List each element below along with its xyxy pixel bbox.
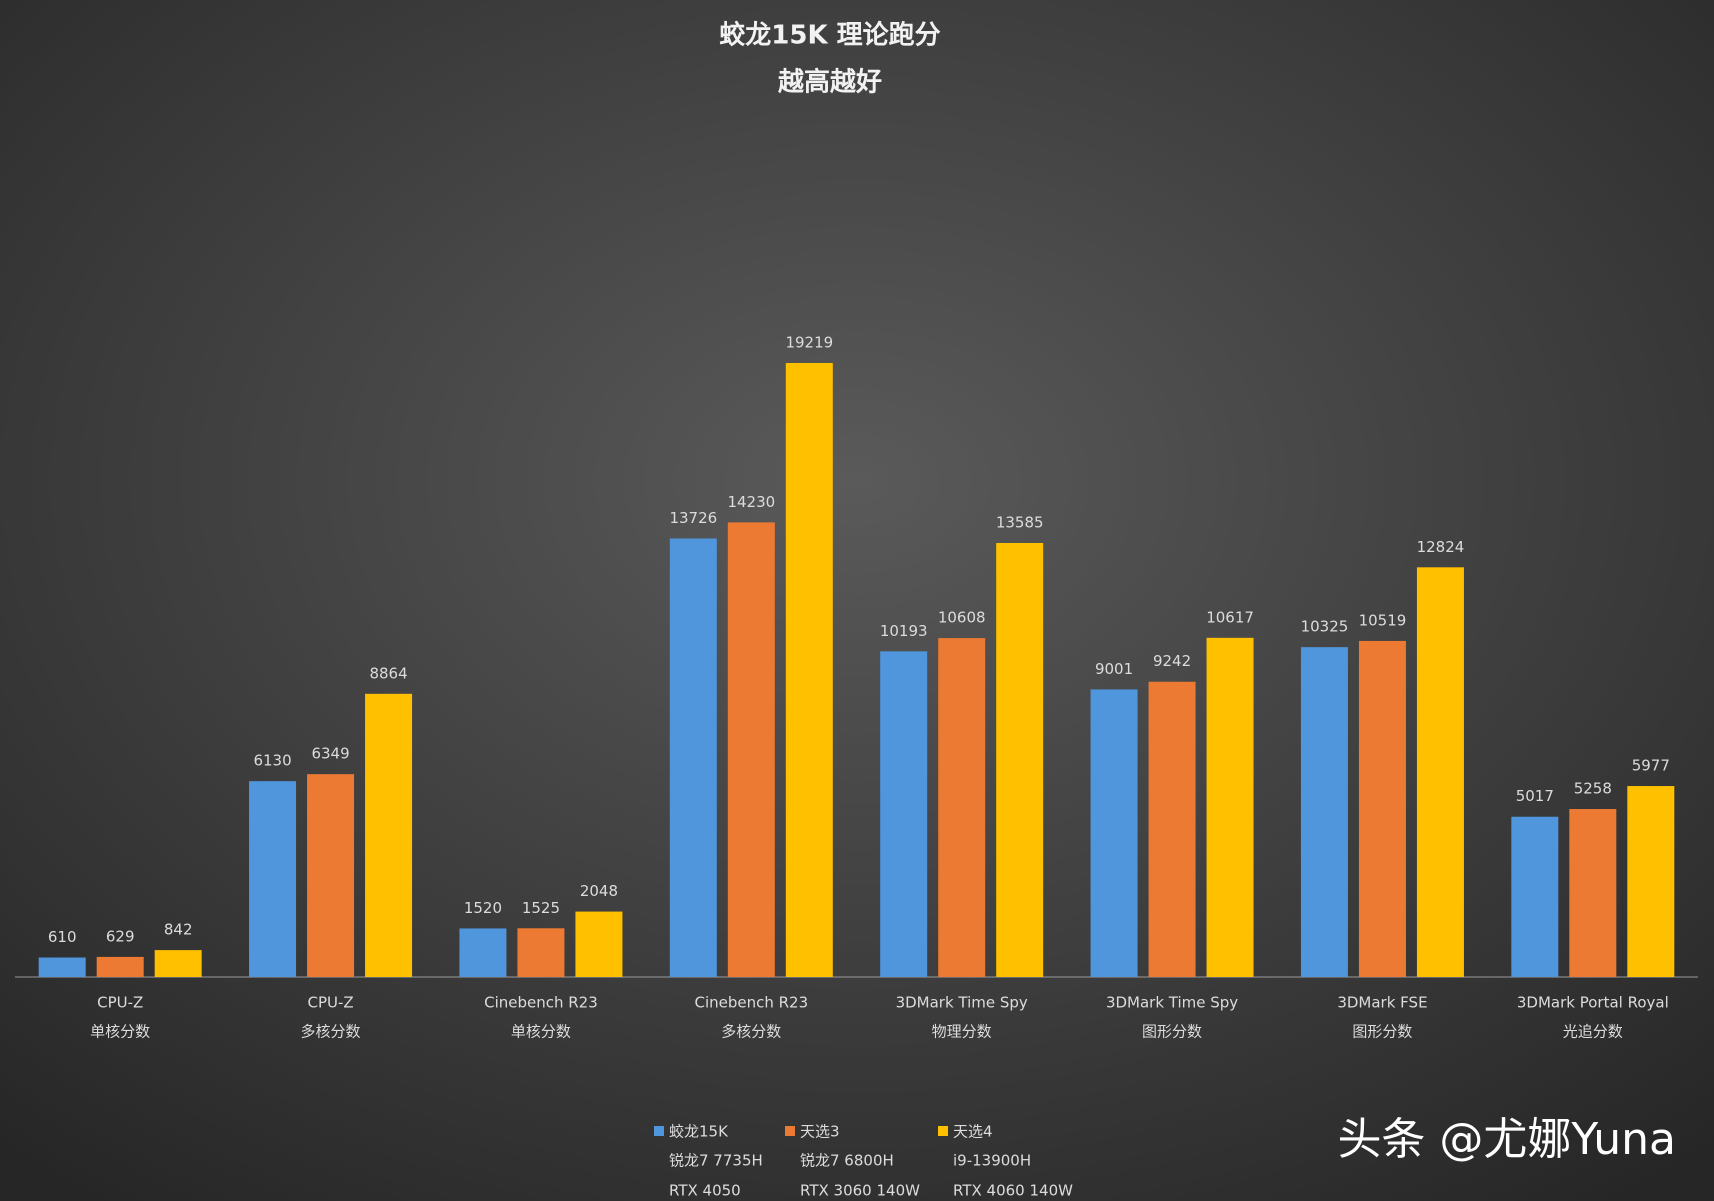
- bar: [1511, 816, 1559, 977]
- value-label: 1520: [464, 899, 502, 917]
- value-label: 5258: [1574, 780, 1612, 798]
- x-tick-label: 物理分数: [932, 1023, 992, 1041]
- legend-swatch: [654, 1126, 664, 1136]
- bar: [96, 956, 144, 977]
- value-label: 842: [164, 921, 193, 939]
- bar: [1569, 809, 1617, 977]
- value-label: 10519: [1359, 611, 1407, 629]
- x-tick-label: Cinebench R23: [484, 994, 598, 1012]
- bar: [575, 911, 623, 977]
- value-label: 14230: [727, 493, 775, 511]
- value-label: 2048: [580, 882, 618, 900]
- value-label: 10608: [938, 609, 986, 627]
- bar: [517, 928, 565, 977]
- legend-detail: RTX 4050: [669, 1182, 741, 1200]
- value-label: 10325: [1301, 618, 1349, 636]
- bar: [727, 522, 775, 977]
- x-tick-label: CPU-Z: [307, 994, 353, 1012]
- watermark: 头条 @尤娜Yuna: [1337, 1114, 1676, 1165]
- value-label: 12824: [1417, 538, 1465, 556]
- legend-detail: 锐龙7 6800H: [800, 1152, 894, 1170]
- bar: [669, 538, 717, 977]
- legend-detail: 锐龙7 7735H: [669, 1152, 763, 1170]
- chart-title: 蛟龙15K 理论跑分: [719, 20, 940, 51]
- value-label: 610: [48, 928, 77, 946]
- legend-label: 天选4: [953, 1123, 993, 1141]
- value-label: 9242: [1153, 652, 1191, 670]
- legend-label: 蛟龙15K: [669, 1123, 729, 1141]
- bar: [154, 950, 202, 977]
- legend-detail: RTX 3060 140W: [800, 1182, 920, 1200]
- chart-subtitle: 越高越好: [778, 67, 882, 98]
- bar: [996, 542, 1044, 977]
- value-label: 629: [106, 927, 135, 945]
- bar: [249, 781, 297, 977]
- x-tick-label: 多核分数: [721, 1023, 781, 1041]
- legend-swatch: [785, 1126, 795, 1136]
- legend-swatch: [938, 1126, 948, 1136]
- bar: [1206, 637, 1254, 977]
- x-tick-label: 3DMark Portal Royal: [1517, 994, 1669, 1012]
- value-label: 8864: [369, 664, 407, 682]
- x-tick-label: 3DMark Time Spy: [896, 994, 1028, 1012]
- legend-label: 天选3: [800, 1123, 840, 1141]
- bar: [938, 638, 986, 977]
- bar: [1416, 567, 1464, 977]
- bar: [1148, 681, 1196, 977]
- x-tick-label: CPU-Z: [97, 994, 143, 1012]
- value-label: 19219: [785, 334, 833, 352]
- value-label: 9001: [1095, 660, 1133, 678]
- bar: [1627, 786, 1675, 977]
- legend-detail: RTX 4060 140W: [953, 1182, 1073, 1200]
- bar: [880, 651, 928, 977]
- legend-detail: i9-13900H: [953, 1152, 1031, 1170]
- value-label: 10617: [1206, 608, 1254, 626]
- x-tick-label: Cinebench R23: [694, 994, 808, 1012]
- bar: [38, 957, 86, 977]
- x-tick-label: 图形分数: [1352, 1023, 1412, 1041]
- x-tick-label: 多核分数: [301, 1023, 361, 1041]
- value-label: 10193: [880, 622, 928, 640]
- value-label: 13726: [669, 509, 717, 527]
- x-tick-label: 单核分数: [90, 1023, 150, 1041]
- bar: [307, 774, 355, 977]
- x-tick-label: 3DMark FSE: [1337, 994, 1427, 1012]
- value-label: 1525: [522, 899, 560, 917]
- value-label: 5017: [1516, 787, 1554, 805]
- bar: [459, 928, 507, 977]
- bar: [785, 363, 833, 977]
- bar: [1090, 689, 1138, 977]
- x-tick-label: 单核分数: [511, 1023, 571, 1041]
- value-label: 6349: [311, 745, 349, 763]
- bar: [1358, 640, 1406, 977]
- value-label: 13585: [996, 513, 1044, 531]
- bar: [1300, 647, 1348, 977]
- value-label: 5977: [1632, 757, 1670, 775]
- x-tick-label: 3DMark Time Spy: [1106, 994, 1238, 1012]
- x-tick-label: 图形分数: [1142, 1023, 1202, 1041]
- x-tick-label: 光追分数: [1563, 1023, 1623, 1041]
- bar: [365, 693, 413, 977]
- value-label: 6130: [253, 752, 291, 770]
